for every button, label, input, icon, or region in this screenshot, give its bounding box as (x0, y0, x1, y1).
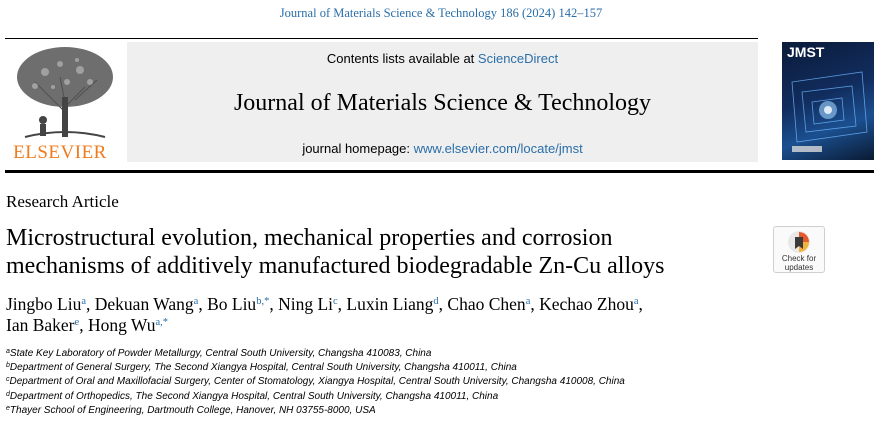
affiliation-list: aState Key Laboratory of Powder Metallur… (6, 347, 876, 418)
cover-title: JMST (787, 44, 825, 60)
author-name[interactable]: Jingbo Liu (6, 294, 82, 314)
author-name[interactable]: Kechao Zhou (539, 294, 634, 314)
homepage-prefix: journal homepage: (302, 141, 414, 156)
affiliation-text: Department of Oral and Maxillofacial Sur… (9, 376, 625, 388)
elsevier-tree-icon (17, 47, 113, 138)
author-affil-sup[interactable]: b,* (256, 296, 270, 307)
section-rule (5, 170, 874, 173)
elsevier-logo[interactable]: ELSEVIER (5, 42, 125, 163)
author-affil-sup[interactable]: d (433, 296, 439, 307)
author-separator: , (198, 294, 208, 314)
homepage-link[interactable]: www.elsevier.com/locate/jmst (413, 141, 583, 156)
author-separator: , (337, 294, 347, 314)
affiliation-sup: e (6, 404, 10, 412)
author-separator: , (638, 294, 643, 314)
author-affil-sup[interactable]: a,* (155, 317, 168, 328)
affiliation-item: eThayer School of Engineering, Dartmouth… (6, 404, 876, 418)
affiliation-text: Department of General Surgery, The Secon… (9, 362, 517, 374)
affiliation-text: State Key Laboratory of Powder Metallurg… (9, 348, 432, 359)
affiliation-sup: d (6, 390, 10, 398)
affiliation-item: cDepartment of Oral and Maxillofacial Su… (6, 375, 876, 389)
journal-cover-image[interactable]: JMST (782, 42, 874, 160)
author-affil-sup[interactable]: a (81, 296, 87, 307)
affiliation-item: aState Key Laboratory of Powder Metallur… (6, 347, 876, 361)
affiliation-sup: b (6, 362, 10, 370)
check-updates-line-1: Check for (781, 254, 817, 263)
author-affil-sup[interactable]: a (193, 296, 199, 307)
cover-art-icon (791, 71, 868, 152)
journal-banner: Contents lists available at ScienceDirec… (127, 42, 758, 162)
journal-title: Journal of Materials Science & Technolog… (233, 90, 652, 116)
article-title-line-2: mechanisms of additively manufactured bi… (6, 253, 665, 279)
contents-prefix: Contents lists available at (326, 51, 478, 66)
author-name[interactable]: Bo Liu (207, 294, 257, 314)
author-name[interactable]: Dekuan Wang (94, 294, 194, 314)
elsevier-wordmark: ELSEVIER (13, 142, 107, 163)
check-updates-icon (788, 231, 810, 253)
homepage-line: journal homepage: www.elsevier.com/locat… (127, 141, 758, 156)
sciencedirect-link[interactable]: ScienceDirect (477, 51, 559, 66)
check-updates-text: Check for updates (774, 254, 824, 272)
affiliation-text: Thayer School of Engineering, Dartmouth … (9, 404, 376, 416)
author-name[interactable]: Ian Baker (6, 315, 75, 335)
affiliation-sup: a (6, 348, 10, 355)
article-title: Microstructural evolution, mechanical pr… (6, 224, 746, 280)
author-separator: , (530, 294, 540, 314)
article-title-line-1: Microstructural evolution, mechanical pr… (6, 225, 613, 251)
author-affil-sup[interactable]: a (633, 296, 639, 307)
author-line-2: Ian Bakere, Hong Wua,* (6, 315, 806, 336)
contents-line: Contents lists available at ScienceDirec… (127, 51, 758, 66)
author-separator: , (79, 315, 88, 335)
check-for-updates-badge[interactable]: Check for updates (773, 226, 825, 273)
author-name[interactable]: Chao Chen (447, 294, 526, 314)
author-separator: , (86, 294, 95, 314)
author-list: Jingbo Liua, Dekuan Wanga, Bo Liub,*, Ni… (6, 294, 806, 336)
affiliation-item: dDepartment of Orthopedics, The Second X… (6, 390, 876, 404)
affiliation-item: bDepartment of General Surgery, The Seco… (6, 361, 876, 375)
author-separator: , (269, 294, 279, 314)
affiliation-sup: c (6, 376, 10, 384)
author-affil-sup[interactable]: c (333, 296, 338, 307)
journal-citation[interactable]: Journal of Materials Science & Technolog… (279, 6, 603, 20)
author-affil-sup[interactable]: e (74, 317, 80, 328)
author-separator: , (438, 294, 448, 314)
author-name[interactable]: Ning Li (278, 294, 333, 314)
article-type: Research Article (6, 192, 119, 211)
check-updates-line-2: updates (784, 263, 814, 272)
author-name[interactable]: Luxin Liang (346, 294, 434, 314)
author-affil-sup[interactable]: a (525, 296, 531, 307)
author-line-1: Jingbo Liua, Dekuan Wanga, Bo Liub,*, Ni… (6, 294, 806, 315)
header-rule (5, 38, 758, 39)
author-name[interactable]: Hong Wu (87, 315, 156, 335)
affiliation-text: Department of Orthopedics, The Second Xi… (9, 390, 499, 402)
